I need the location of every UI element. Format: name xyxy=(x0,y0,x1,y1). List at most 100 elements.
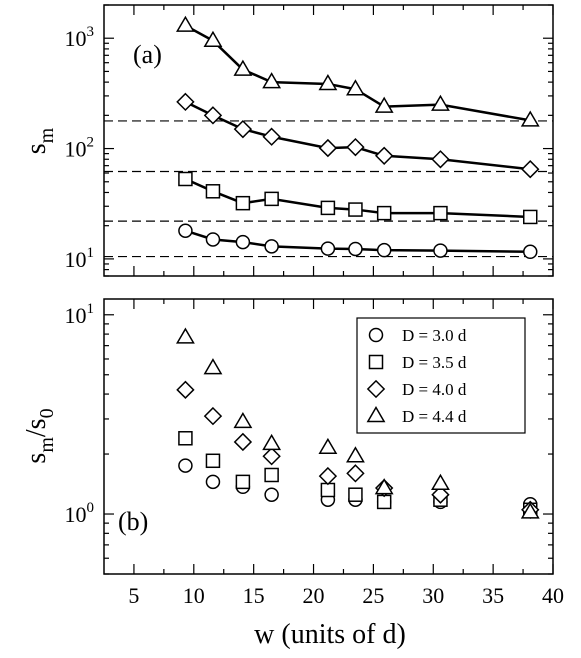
legend-label-diamond: D = 4.0 d xyxy=(402,380,467,399)
panel-b-x-tick-label: 10 xyxy=(183,583,205,608)
data-point-triangle xyxy=(233,59,253,76)
data-point-diamond xyxy=(262,127,281,146)
data-point-circle xyxy=(320,241,336,256)
legend-marker-circle xyxy=(368,327,384,343)
data-point-square xyxy=(320,200,336,216)
panel-a-reference-lines xyxy=(104,120,553,258)
data-point-circle xyxy=(264,239,279,254)
panel-a-ticks: 101 102 103 xyxy=(65,4,554,277)
data-point-square xyxy=(523,209,538,225)
data-point-square xyxy=(433,205,448,221)
panel-b-x-tick-label: 5 xyxy=(128,583,139,608)
panel-a-y-axis-title: sm xyxy=(21,127,58,154)
panel-b-x-tick-label: 30 xyxy=(422,583,444,608)
data-point-diamond xyxy=(346,464,365,483)
data-point-diamond xyxy=(176,380,195,400)
legend-label-square: D = 3.5 d xyxy=(402,353,467,372)
data-point-triangle xyxy=(520,502,540,519)
data-point-triangle xyxy=(346,446,365,463)
data-point-triangle xyxy=(203,30,223,47)
data-point-square xyxy=(178,431,193,446)
data-point-diamond xyxy=(431,150,450,169)
data-point-circle xyxy=(523,244,538,260)
panel-b-y-tick-label: 101 xyxy=(65,301,95,328)
data-point-triangle xyxy=(262,433,282,451)
data-point-square xyxy=(320,482,336,498)
data-point-square xyxy=(178,171,193,187)
data-point-diamond xyxy=(431,485,450,504)
data-point-triangle xyxy=(520,110,540,127)
panel-a: 101 102 103 (a) sm xyxy=(21,4,554,277)
panel-b-frame xyxy=(103,298,554,575)
data-point-circle xyxy=(178,458,193,473)
panel-a-y-tick-label: 101 xyxy=(65,245,95,272)
data-point-triangle xyxy=(374,478,394,495)
data-point-triangle xyxy=(203,358,223,375)
data-point-circle xyxy=(205,232,221,247)
data-point-triangle xyxy=(175,15,195,32)
data-point-circle xyxy=(178,223,193,238)
data-point-square xyxy=(235,195,251,211)
data-point-triangle xyxy=(175,327,195,344)
data-point-square xyxy=(264,191,279,207)
data-point-diamond xyxy=(203,106,223,125)
panel-b-x-tick-label: 25 xyxy=(362,583,384,608)
panel-a-series xyxy=(175,15,540,260)
data-point-square xyxy=(264,467,279,483)
data-point-triangle xyxy=(262,72,282,89)
panel-b-y-axis-title: sm/s0 xyxy=(21,408,58,463)
data-point-square xyxy=(205,184,221,199)
data-point-diamond xyxy=(262,447,281,466)
panel-b-x-tick-label: 40 xyxy=(542,583,564,608)
data-point-circle xyxy=(205,474,221,490)
data-point-triangle xyxy=(233,411,253,429)
data-point-diamond xyxy=(318,466,338,486)
legend-marker-square xyxy=(368,354,384,370)
data-point-diamond xyxy=(176,92,195,112)
panel-b-x-tick-label: 35 xyxy=(482,583,504,608)
data-point-diamond xyxy=(233,432,253,452)
data-point-triangle xyxy=(318,437,338,455)
data-point-diamond xyxy=(374,146,394,165)
panel-a-y-tick-label: 102 xyxy=(65,135,95,162)
legend-box xyxy=(356,317,526,434)
panel-b-label: (b) xyxy=(118,507,148,536)
data-point-circle xyxy=(376,242,392,258)
legend-label-circle: D = 3.0 d xyxy=(402,326,467,345)
data-point-square xyxy=(348,202,363,217)
data-point-square xyxy=(205,453,221,469)
data-point-triangle xyxy=(431,473,450,490)
panel-b-y-tick-label: 100 xyxy=(65,500,95,527)
data-point-triangle xyxy=(346,79,365,96)
data-point-triangle xyxy=(374,96,394,113)
data-point-circle xyxy=(433,243,448,258)
panel-a-label: (a) xyxy=(133,40,162,69)
data-point-diamond xyxy=(346,137,365,157)
panel-b-x-tick-label: 20 xyxy=(303,583,325,608)
data-point-square xyxy=(348,487,363,502)
panel-a-y-tick-label: 103 xyxy=(65,24,95,51)
data-point-circle xyxy=(235,234,251,250)
legend-marker-diamond xyxy=(366,379,386,399)
legend: D = 3.0 d D = 3.5 d D = 4.0 d D = 4.4 d xyxy=(356,317,526,434)
data-point-square xyxy=(376,494,392,510)
data-point-diamond xyxy=(521,160,540,179)
data-point-square xyxy=(376,205,392,221)
data-point-circle xyxy=(348,241,363,257)
data-point-triangle xyxy=(431,94,450,111)
data-point-diamond xyxy=(233,119,253,139)
x-axis-title: w (units of d) xyxy=(254,619,406,650)
data-point-diamond xyxy=(203,406,223,426)
data-point-diamond xyxy=(318,138,338,158)
panel-b-series xyxy=(175,327,540,519)
legend-label-triangle: D = 4.4 d xyxy=(402,407,467,426)
legend-marker-triangle xyxy=(366,406,386,423)
panel-b-x-tick-label: 15 xyxy=(243,583,265,608)
panel-a-frame xyxy=(103,4,554,277)
data-point-square xyxy=(235,474,251,490)
data-point-circle xyxy=(264,487,279,502)
data-point-triangle xyxy=(318,74,338,91)
